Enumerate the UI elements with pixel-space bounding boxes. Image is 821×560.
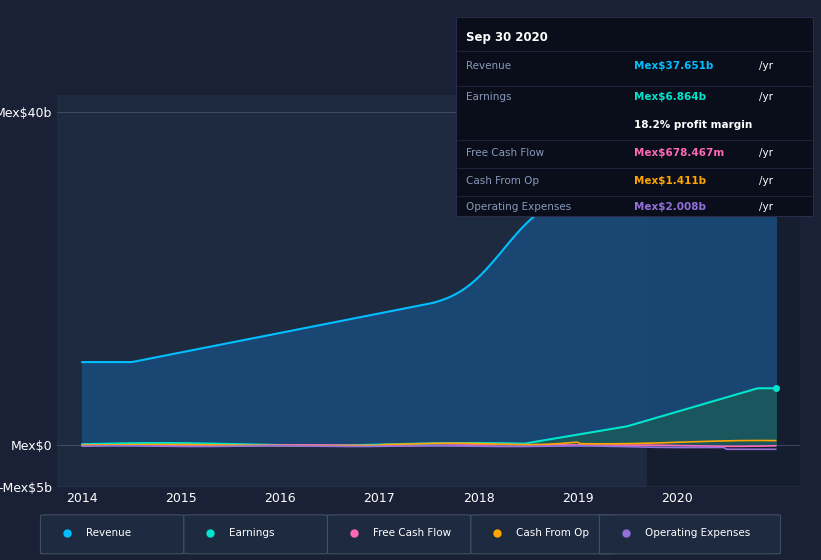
Text: Mex$6.864b: Mex$6.864b [635, 92, 706, 102]
Text: Mex$1.411b: Mex$1.411b [635, 176, 706, 186]
Text: /yr: /yr [759, 176, 773, 186]
Text: Mex$37.651b: Mex$37.651b [635, 60, 713, 71]
Text: Cash From Op: Cash From Op [466, 176, 539, 186]
Text: Operating Expenses: Operating Expenses [466, 202, 571, 212]
Text: 18.2% profit margin: 18.2% profit margin [635, 120, 753, 130]
FancyBboxPatch shape [328, 515, 471, 554]
FancyBboxPatch shape [599, 515, 781, 554]
Text: /yr: /yr [759, 60, 773, 71]
Text: /yr: /yr [759, 148, 773, 158]
Text: Revenue: Revenue [85, 529, 131, 538]
Text: Cash From Op: Cash From Op [516, 529, 589, 538]
Text: Operating Expenses: Operating Expenses [644, 529, 750, 538]
Text: Free Cash Flow: Free Cash Flow [373, 529, 451, 538]
Text: Free Cash Flow: Free Cash Flow [466, 148, 544, 158]
Text: Earnings: Earnings [466, 92, 511, 102]
FancyBboxPatch shape [40, 515, 184, 554]
Text: /yr: /yr [759, 202, 773, 212]
Text: Sep 30 2020: Sep 30 2020 [466, 31, 548, 44]
FancyBboxPatch shape [184, 515, 328, 554]
Bar [647, 95, 805, 487]
Text: Mex$678.467m: Mex$678.467m [635, 148, 724, 158]
Text: Mex$2.008b: Mex$2.008b [635, 202, 706, 212]
Text: /yr: /yr [759, 92, 773, 102]
Text: Earnings: Earnings [229, 529, 275, 538]
Text: Revenue: Revenue [466, 60, 511, 71]
FancyBboxPatch shape [471, 515, 614, 554]
